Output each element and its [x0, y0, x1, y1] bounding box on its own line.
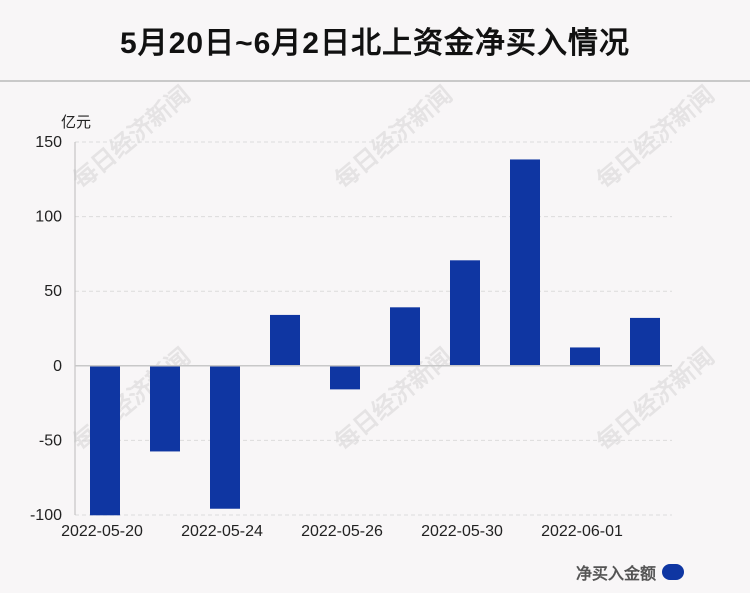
bar	[210, 365, 240, 509]
y-tick-label: 0	[53, 358, 62, 375]
legend: 净买入金额	[576, 560, 684, 584]
legend-swatch	[662, 564, 684, 580]
x-tick-label: 2022-05-30	[421, 523, 503, 540]
x-tick-label: 2022-05-24	[181, 523, 263, 540]
bar	[390, 307, 420, 366]
y-tick-label: -100	[30, 507, 62, 524]
bar	[90, 365, 120, 516]
y-tick-label: 100	[35, 209, 62, 226]
chart-title: 5月20日~6月2日北上资金净买入情况	[120, 27, 630, 60]
x-tick-label: 2022-05-26	[301, 523, 383, 540]
title-divider	[0, 80, 750, 82]
bar	[510, 159, 540, 366]
bar	[270, 314, 300, 366]
bar	[150, 365, 180, 452]
x-tick-label: 2022-05-20	[61, 523, 143, 540]
x-tick-label: 2022-06-01	[541, 523, 623, 540]
legend-label: 净买入金额	[575, 566, 656, 583]
bar	[630, 317, 660, 366]
bar	[570, 347, 600, 366]
y-axis-unit: 亿元	[61, 114, 92, 131]
bar	[330, 365, 360, 390]
y-tick-label: -50	[39, 432, 62, 449]
bar	[450, 260, 480, 366]
y-tick-label: 50	[44, 283, 62, 300]
y-tick-label: 150	[35, 134, 62, 151]
